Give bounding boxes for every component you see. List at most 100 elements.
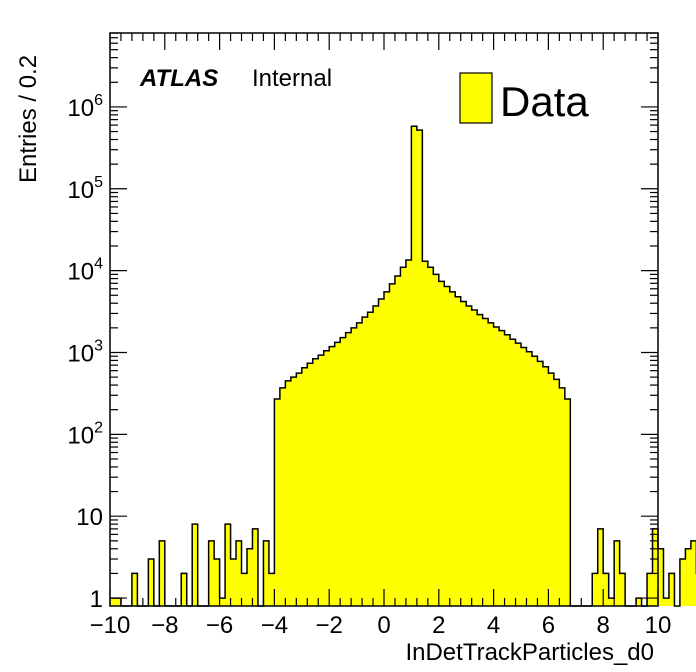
histogram-bar (471, 310, 478, 606)
histogram-bar (619, 573, 626, 606)
histogram-bar (394, 276, 401, 606)
histogram-bar (285, 380, 292, 606)
y-tick-label: 1 (90, 586, 103, 613)
histogram-bar (466, 305, 473, 606)
histogram-bar (427, 267, 434, 606)
histogram-bar (296, 373, 303, 606)
histogram-bar (384, 291, 390, 606)
legend: Data (459, 72, 589, 125)
x-tick-label: −4 (261, 612, 288, 639)
histogram-bar (449, 291, 456, 606)
histogram-bar (488, 322, 494, 606)
histogram-bar (504, 334, 511, 606)
histogram-bar (340, 337, 347, 606)
histogram-bar (663, 598, 670, 606)
histogram-bar (329, 346, 336, 606)
x-tick-labels: −10 −8 −6 −4 −2 0 2 4 6 8 10 (90, 612, 672, 639)
histogram-bar (219, 598, 226, 606)
histogram-bar (400, 267, 407, 606)
x-tick-label: −2 (316, 612, 343, 639)
histogram-bar (334, 342, 341, 606)
histogram-bar (647, 573, 653, 606)
legend-swatch (459, 72, 493, 124)
histogram-bar (592, 573, 599, 606)
histogram-bar (236, 540, 242, 606)
histogram-bar (307, 363, 314, 606)
histogram-bar (241, 573, 248, 606)
histogram-bar (636, 598, 642, 606)
histogram-bar (290, 377, 297, 606)
y-tick-label: 103 (67, 337, 103, 367)
y-axis-label: Entries / 0.2 (15, 55, 42, 183)
histogram-bar (679, 559, 686, 606)
histogram-bar (433, 274, 440, 606)
histogram-bar (537, 361, 544, 606)
histogram-outline (110, 125, 696, 607)
histogram-bar (493, 326, 500, 606)
legend-entry-label: Data (500, 78, 589, 125)
histogram-bar (564, 399, 571, 606)
histogram-bar (521, 347, 527, 606)
histogram-bar (301, 367, 308, 606)
histogram-bar (499, 330, 505, 606)
histogram-bar (356, 322, 363, 606)
histogram-bar (668, 573, 675, 606)
histogram-bar (110, 598, 116, 606)
histogram-bar (411, 126, 418, 606)
histogram-bar (608, 598, 615, 606)
histogram-bar (438, 281, 445, 606)
histogram-bar (230, 559, 237, 606)
histogram-bar (416, 130, 423, 607)
histogram-bar (548, 373, 555, 606)
histogram-bar (159, 540, 166, 606)
histogram-bar (559, 387, 566, 606)
histogram-bar (362, 317, 368, 606)
histogram-bar (252, 528, 259, 606)
histogram-bar (351, 327, 357, 606)
histogram-bar (405, 259, 412, 606)
histogram-bar (553, 379, 560, 606)
atlas-label-bold: ATLAS (139, 65, 218, 92)
histogram-bar (247, 548, 253, 606)
histogram-bar (268, 573, 275, 606)
x-tick-label: −10 (90, 612, 131, 639)
histogram-bar (323, 350, 330, 606)
histogram-bar (597, 528, 604, 606)
histogram-bar (367, 312, 374, 606)
x-tick-label: 0 (377, 612, 390, 639)
histogram-bar (658, 548, 664, 606)
histogram-bar (515, 343, 522, 606)
y-tick-labels: 1 10 102 103 104 105 106 (67, 92, 103, 613)
histogram-bar (455, 296, 462, 606)
histogram-bars (110, 126, 696, 607)
histogram-bar (208, 540, 215, 606)
histogram-bar (690, 540, 696, 606)
y-tick-label: 10 (76, 504, 103, 531)
histogram-bar (614, 540, 621, 606)
x-tick-label: 4 (487, 612, 500, 639)
y-tick-label: 106 (67, 92, 103, 122)
histogram-bar (389, 283, 396, 606)
histogram-bar (181, 573, 188, 606)
y-tick-label: 102 (67, 419, 103, 449)
x-axis-label: InDetTrackParticles_d0 (405, 639, 654, 666)
histogram-bar (279, 387, 286, 606)
histogram-bar (542, 366, 549, 606)
histogram-bar (378, 299, 385, 606)
histogram-bar (422, 261, 429, 606)
histogram-bar (603, 573, 610, 606)
histogram-bar (526, 351, 533, 606)
histogram-bar (531, 356, 538, 606)
histogram-bar (652, 528, 659, 606)
y-tick-label: 104 (67, 256, 103, 286)
x-tick-label: 2 (432, 612, 445, 639)
histogram-bar (131, 573, 138, 606)
atlas-label-internal: Internal (252, 65, 332, 92)
histogram-bar (482, 318, 489, 606)
x-tick-label: 6 (542, 612, 555, 639)
histogram-bar (115, 598, 122, 606)
x-tick-label: 10 (645, 612, 672, 639)
x-tick-label: −8 (151, 612, 178, 639)
histogram-bar (214, 559, 220, 606)
